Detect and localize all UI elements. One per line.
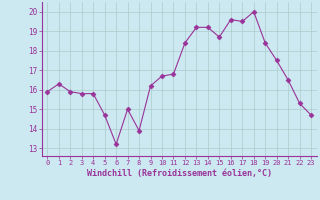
X-axis label: Windchill (Refroidissement éolien,°C): Windchill (Refroidissement éolien,°C) [87, 169, 272, 178]
